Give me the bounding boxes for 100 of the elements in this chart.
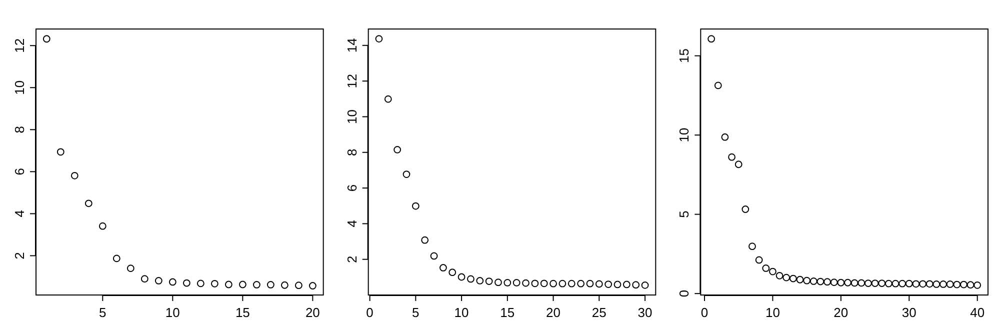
y-tick-label: 12 — [12, 38, 27, 53]
y-tick-label: 12 — [344, 74, 360, 88]
x-tick-label: 20 — [834, 305, 848, 320]
point — [70, 172, 78, 180]
point — [850, 279, 858, 287]
point — [946, 280, 954, 288]
point — [522, 279, 530, 287]
point — [932, 280, 940, 288]
y-tick-label: 2 — [12, 252, 27, 260]
point — [448, 268, 456, 276]
point — [748, 242, 756, 250]
point — [568, 280, 576, 288]
point — [476, 277, 484, 284]
x-tick-label: 0 — [366, 305, 374, 320]
point — [196, 280, 204, 288]
point — [892, 280, 900, 288]
point — [641, 281, 649, 289]
point — [430, 252, 438, 260]
point — [905, 280, 913, 288]
point — [504, 279, 512, 286]
point — [586, 280, 594, 288]
point — [126, 264, 134, 272]
x-tick-label: 5 — [99, 305, 106, 320]
point — [919, 280, 926, 288]
x-tick-label: 25 — [592, 305, 606, 320]
point — [708, 35, 716, 43]
point — [98, 222, 106, 230]
point — [755, 256, 763, 264]
point — [632, 281, 640, 289]
point — [238, 280, 246, 288]
x-tick-label: 20 — [546, 305, 561, 320]
point — [762, 264, 770, 272]
point — [439, 264, 447, 272]
point — [721, 133, 729, 141]
x-tick-label: 10 — [165, 305, 180, 320]
point — [540, 280, 548, 288]
point — [734, 160, 742, 168]
point — [266, 281, 274, 288]
point — [871, 280, 879, 287]
point — [769, 268, 776, 276]
y-tick-label: 5 — [676, 210, 692, 218]
point — [604, 280, 612, 288]
point — [56, 148, 64, 156]
point — [782, 274, 790, 282]
point — [960, 280, 968, 288]
point — [154, 277, 162, 284]
point — [974, 281, 982, 289]
y-tick-label: 2 — [344, 256, 360, 263]
y-tick-label: 8 — [12, 126, 27, 134]
point — [816, 278, 824, 286]
point — [252, 281, 260, 288]
point — [614, 280, 622, 288]
point — [512, 279, 520, 286]
point — [485, 278, 493, 285]
y-tick-label: 10 — [344, 109, 360, 124]
point — [728, 153, 736, 161]
x-tick-label: 10 — [454, 305, 469, 320]
x-tick-label: 0 — [700, 305, 708, 320]
point — [966, 281, 974, 289]
x-tick-label: 40 — [970, 305, 985, 320]
point — [394, 146, 402, 154]
point — [789, 274, 797, 282]
point — [375, 35, 383, 43]
x-tick-label: 30 — [902, 305, 916, 320]
point — [884, 280, 892, 288]
y-tick-label: 6 — [12, 168, 27, 176]
x-tick-label: 15 — [500, 305, 515, 320]
x-tick-label: 15 — [235, 305, 250, 320]
point — [84, 200, 92, 208]
point — [280, 281, 288, 289]
point — [803, 276, 811, 284]
point — [796, 276, 804, 284]
point — [531, 280, 539, 288]
point — [308, 282, 316, 290]
point — [384, 95, 392, 103]
point — [837, 278, 845, 286]
point — [224, 280, 232, 288]
point — [294, 282, 302, 290]
point — [926, 280, 934, 288]
point — [864, 280, 872, 287]
y-tick-label: 6 — [344, 184, 360, 192]
point — [622, 280, 630, 288]
point — [858, 279, 866, 287]
y-tick-label: 8 — [344, 148, 360, 156]
point — [210, 280, 218, 288]
point — [844, 278, 852, 286]
point — [412, 202, 420, 210]
point — [824, 278, 831, 286]
point — [953, 280, 961, 288]
point — [168, 278, 176, 286]
point — [810, 278, 818, 285]
point — [182, 279, 190, 287]
point — [742, 206, 750, 213]
point — [558, 280, 566, 288]
point — [112, 254, 120, 262]
point — [940, 280, 947, 288]
x-tick-label: 30 — [638, 305, 652, 320]
y-tick-label: 10 — [676, 128, 692, 142]
x-tick-label: 5 — [412, 305, 420, 320]
y-tick-label: 0 — [676, 290, 692, 298]
